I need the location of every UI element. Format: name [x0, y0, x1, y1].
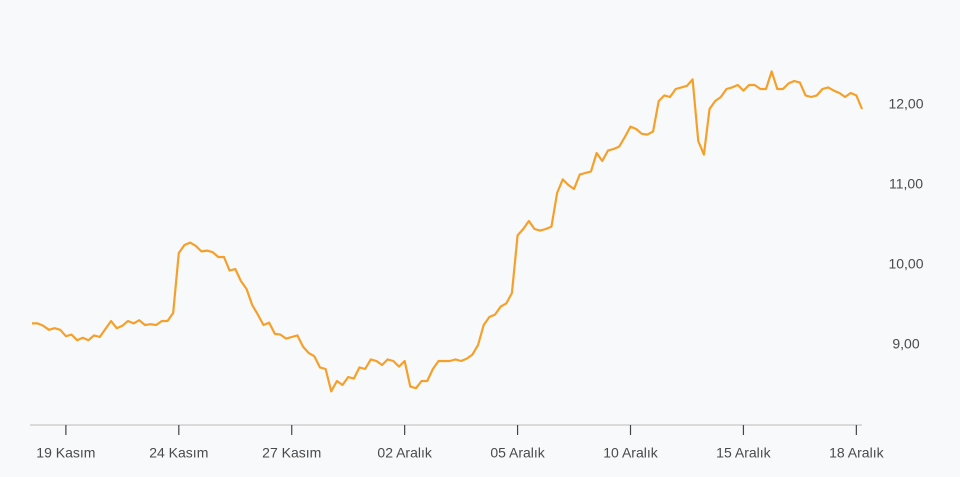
y-tick-label: 10,00	[888, 256, 923, 272]
y-tick-label: 9,00	[892, 336, 919, 352]
x-tick-label: 10 Aralık	[603, 445, 658, 461]
price-line	[32, 70, 864, 393]
y-tick-label: 11,00	[889, 176, 923, 192]
x-tick-label: 05 Aralık	[490, 445, 545, 461]
x-tick-label: 24 Kasım	[149, 445, 208, 461]
x-tick-label: 27 Kasım	[262, 445, 321, 461]
x-tick-label: 19 Kasım	[36, 445, 95, 461]
x-tick-label: 18 Aralık	[829, 445, 884, 461]
x-tick-label: 02 Aralık	[377, 445, 432, 461]
x-tick-label: 15 Aralık	[716, 445, 771, 461]
y-tick-label: 12,00	[888, 96, 923, 112]
